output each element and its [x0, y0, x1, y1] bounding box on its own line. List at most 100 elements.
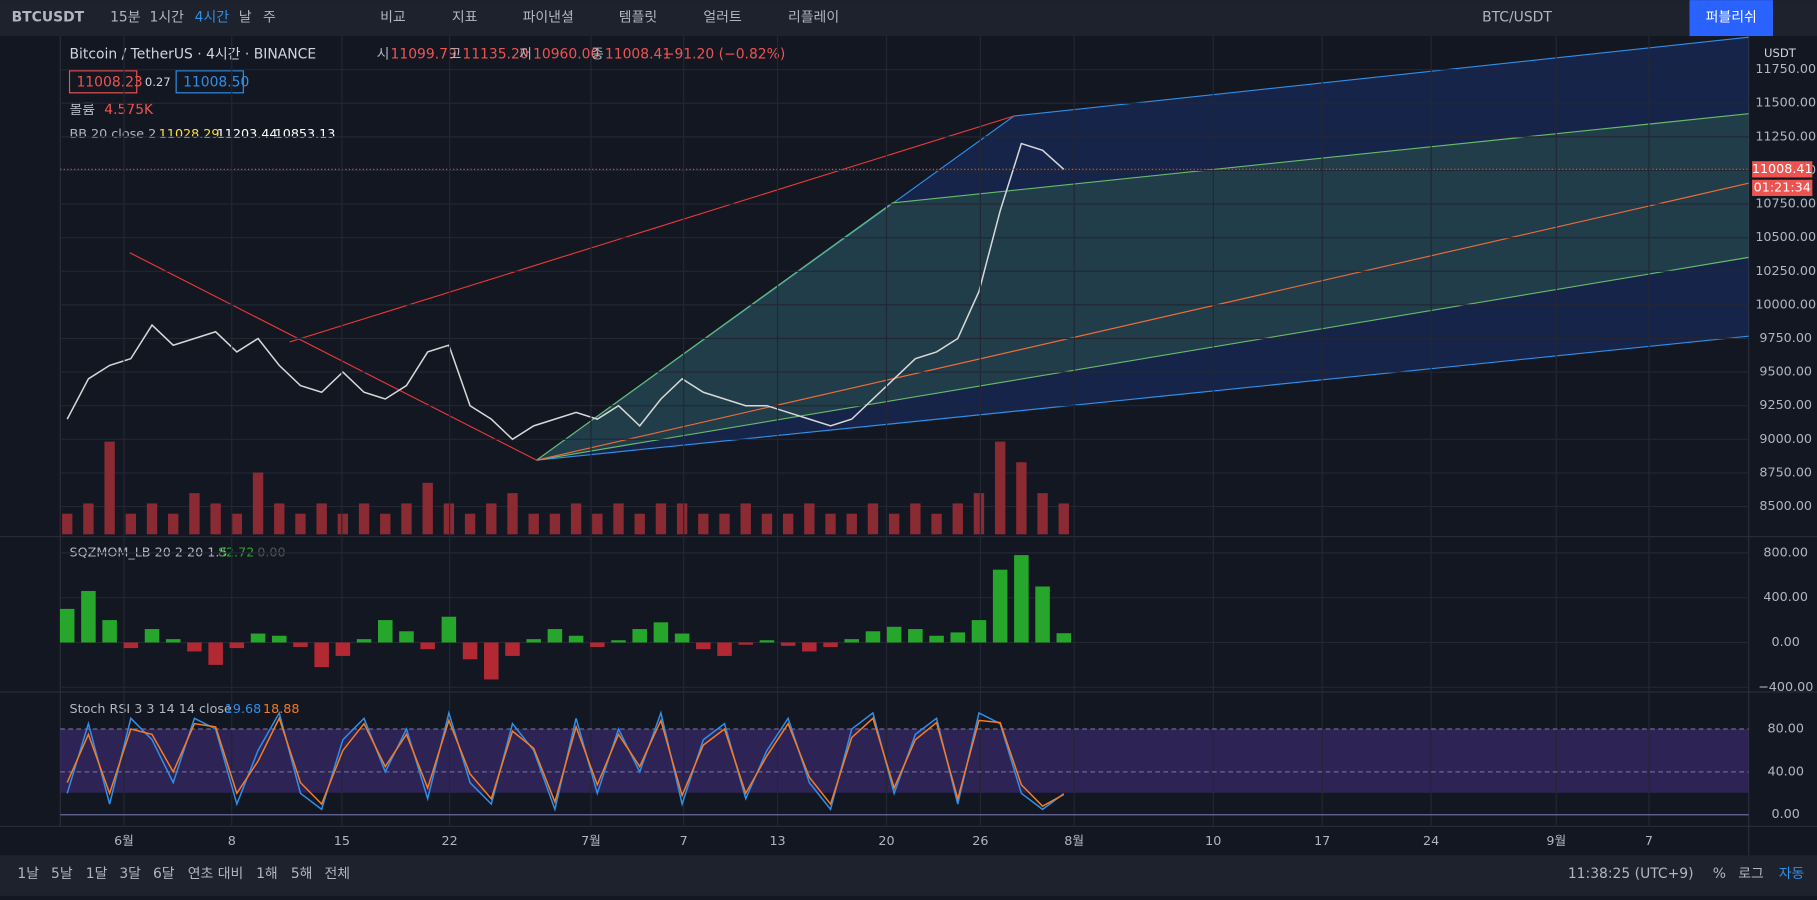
volume-bar: [443, 503, 455, 535]
momentum-bar: [759, 640, 775, 643]
y-tick-label: 10750.00: [1755, 197, 1816, 212]
momentum-bar: [590, 642, 605, 647]
momentum-bar: [1014, 555, 1029, 643]
interval[interactable]: 주: [263, 10, 276, 26]
range[interactable]: 1달: [86, 866, 108, 882]
stoch-value: 19.68: [225, 702, 261, 717]
volume-bar: [1058, 503, 1069, 535]
unit: USDT: [1764, 46, 1797, 60]
countdown-box: [1752, 179, 1813, 196]
stoch-band: [60, 729, 1749, 793]
x-tick-label: 20: [878, 834, 894, 849]
volume-bar: [125, 513, 137, 535]
range[interactable]: 5해: [291, 866, 313, 882]
button[interactable]: 템플릿: [619, 10, 657, 26]
spread: 0.27: [145, 75, 171, 89]
button[interactable]: 얼러트: [703, 10, 742, 26]
range[interactable]: 1날: [17, 866, 39, 882]
ask: 11008.50: [183, 74, 249, 90]
interval[interactable]: 1시간: [149, 10, 184, 26]
bottom-bar: [0, 855, 1817, 896]
momentum-bar: [717, 642, 732, 656]
volume-bar: [655, 503, 667, 535]
y-tick-label: 10000.00: [1755, 297, 1816, 312]
range[interactable]: 6달: [153, 866, 175, 882]
volume-bar: [83, 503, 94, 535]
button[interactable]: 지표: [452, 10, 478, 26]
momentum-bar: [229, 642, 245, 649]
momentum-bar: [674, 633, 690, 643]
c: 11008.41: [605, 47, 671, 63]
range[interactable]: 5날: [51, 866, 73, 882]
y-tick-label: 400.00: [1763, 590, 1808, 605]
percent[interactable]: %: [1713, 866, 1726, 882]
auto[interactable]: 자동: [1779, 866, 1805, 882]
volume-bar: [719, 513, 730, 535]
momentum-bar: [802, 642, 817, 652]
momentum-bar: [823, 642, 838, 647]
log[interactable]: 로그: [1738, 866, 1764, 882]
volume-bar: [1037, 493, 1048, 535]
volume: 4.575K: [104, 102, 154, 118]
momentum-bar: [377, 620, 393, 643]
volume-bar: [910, 503, 921, 535]
momentum-bar: [526, 639, 541, 643]
momentum-bar: [335, 642, 351, 656]
interval[interactable]: 15분: [110, 10, 141, 26]
range[interactable]: 전체: [324, 866, 350, 882]
range[interactable]: 1해: [256, 866, 278, 882]
pair[interactable]: BTC/USDT: [1482, 10, 1552, 26]
series-line: [66, 142, 1065, 441]
interval[interactable]: 4시간: [195, 10, 230, 26]
last-price: 11008.41: [1752, 162, 1813, 177]
momentum-bar: [356, 639, 372, 643]
momentum-bar: [144, 629, 160, 643]
volume-bar: [295, 513, 306, 535]
y-tick-label: −400.00: [1758, 680, 1813, 695]
momentum-bar: [971, 620, 987, 643]
button[interactable]: 리플레이: [788, 10, 839, 26]
symbol[interactable]: BTCUSDT: [12, 10, 85, 26]
publish-button[interactable]: [1689, 0, 1773, 37]
volume-bar: [931, 513, 942, 535]
volume-bar: [867, 503, 879, 535]
momentum-bar: [81, 590, 96, 643]
volume-bar: [846, 513, 857, 535]
momentum-bar: [505, 642, 520, 656]
button[interactable]: 파이낸셜: [523, 10, 574, 26]
volume-bar: [464, 513, 476, 535]
volume-bar: [761, 513, 773, 535]
y-tick-label: 800.00: [1763, 545, 1808, 560]
range[interactable]: 연초 대비: [188, 866, 244, 882]
momentum-bar: [59, 608, 75, 643]
countdown: 01:21:34: [1754, 180, 1811, 195]
volume-bar: [168, 513, 179, 535]
c-label: 종: [591, 47, 604, 63]
momentum-bar: [399, 631, 414, 643]
momentum-bar: [929, 635, 944, 643]
clock: 11:38:25 (UTC+9): [1568, 866, 1694, 882]
momentum-bar: [293, 642, 308, 647]
volume-bar: [358, 503, 370, 535]
momentum-bar: [886, 626, 902, 643]
bb-value: 10853.13: [275, 127, 336, 142]
volume-bar: [825, 513, 836, 535]
y-tick-label: 10250.00: [1755, 264, 1816, 279]
x-tick-label: 24: [1423, 834, 1439, 849]
button[interactable]: 비교: [380, 10, 406, 26]
bb-value: 11028.29: [159, 127, 220, 142]
volume-bar: [782, 513, 794, 535]
volume-bar: [252, 472, 264, 535]
x-tick-label: 26: [972, 834, 988, 849]
volume-bar: [804, 503, 815, 535]
ask-box: [175, 70, 244, 94]
volume-bar: [634, 513, 645, 535]
publish[interactable]: 퍼블리쉬: [1706, 10, 1757, 26]
momentum-bar: [462, 642, 478, 660]
momentum-bar: [653, 622, 669, 643]
interval[interactable]: 날: [239, 10, 252, 26]
momentum-bar: [547, 629, 563, 643]
momentum-bar: [1035, 586, 1050, 643]
range[interactable]: 3달: [119, 866, 141, 882]
